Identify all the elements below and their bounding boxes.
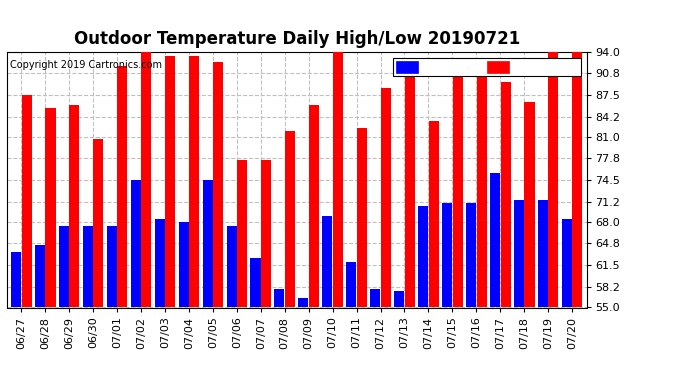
Bar [141, 53, 151, 308]
Bar [155, 219, 165, 308]
Bar [428, 121, 439, 308]
Bar [83, 226, 93, 308]
Bar [298, 298, 308, 307]
Bar [165, 56, 175, 308]
Bar [261, 160, 271, 308]
Bar [453, 69, 463, 308]
Legend: Low  (°F), High  (°F): Low (°F), High (°F) [393, 58, 581, 76]
Bar [285, 131, 295, 308]
Bar [213, 62, 223, 308]
Bar [514, 200, 524, 308]
Bar [250, 258, 261, 308]
Bar [322, 216, 333, 308]
Bar [394, 291, 404, 308]
Bar [357, 128, 367, 308]
Bar [333, 53, 343, 308]
Bar [46, 108, 55, 308]
Bar [11, 252, 21, 308]
Title: Outdoor Temperature Daily High/Low 20190721: Outdoor Temperature Daily High/Low 20190… [74, 30, 520, 48]
Bar [309, 105, 319, 308]
Bar [405, 69, 415, 308]
Bar [21, 95, 32, 308]
Bar [203, 180, 213, 308]
Bar [117, 66, 128, 308]
Bar [538, 200, 548, 308]
Bar [477, 74, 486, 308]
Bar [418, 206, 428, 308]
Bar [275, 289, 284, 308]
Bar [500, 82, 511, 308]
Bar [442, 203, 452, 308]
Bar [371, 289, 380, 308]
Bar [549, 53, 558, 308]
Bar [130, 180, 141, 308]
Bar [179, 222, 188, 308]
Bar [490, 174, 500, 308]
Bar [59, 226, 69, 308]
Bar [237, 160, 247, 308]
Bar [93, 139, 104, 308]
Bar [524, 102, 535, 308]
Bar [70, 105, 79, 308]
Bar [346, 262, 356, 308]
Bar [381, 88, 391, 308]
Bar [226, 226, 237, 308]
Bar [189, 56, 199, 308]
Bar [466, 203, 476, 308]
Bar [35, 245, 45, 308]
Bar [562, 219, 572, 308]
Text: Copyright 2019 Cartronics.com: Copyright 2019 Cartronics.com [10, 60, 161, 70]
Bar [573, 53, 582, 308]
Bar [107, 226, 117, 308]
